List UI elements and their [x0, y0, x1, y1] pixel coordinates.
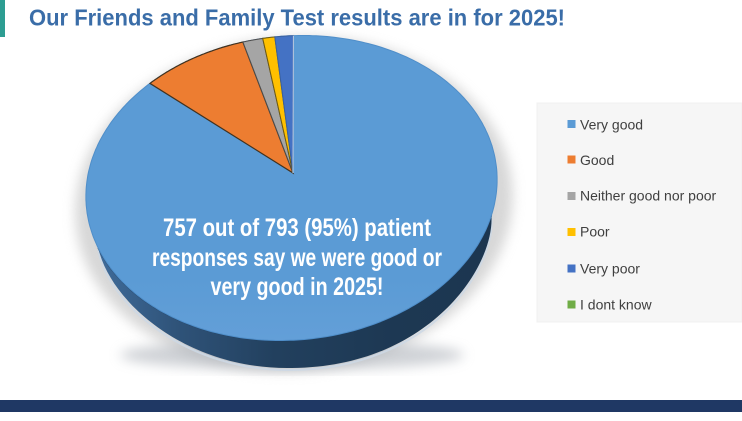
svg-text:I dont know: I dont know [580, 296, 652, 312]
svg-text:very good in 2025!: very good in 2025! [211, 274, 384, 301]
svg-text:757 out of 793 (95%) patient: 757 out of 793 (95%) patient [163, 215, 431, 242]
svg-text:Very good: Very good [580, 117, 643, 133]
svg-text:Very poor: Very poor [580, 260, 640, 276]
svg-text:Poor: Poor [580, 224, 610, 240]
svg-text:responses say we were good or: responses say we were good or [152, 245, 442, 272]
svg-text:Our Friends and Family Test re: Our Friends and Family Test results are … [29, 5, 565, 31]
svg-text:Neither good nor poor: Neither good nor poor [580, 187, 717, 203]
svg-text:Good: Good [580, 152, 614, 168]
